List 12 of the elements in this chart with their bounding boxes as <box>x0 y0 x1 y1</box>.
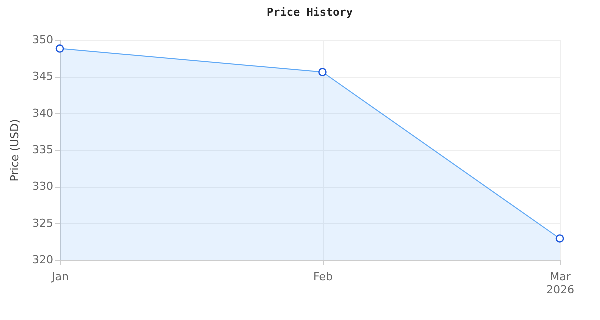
y-tick-label: 335 <box>32 144 54 156</box>
y-tick-label: 325 <box>32 216 54 230</box>
x-tick-label: Mar 2026 <box>546 270 574 296</box>
y-tick-label: 345 <box>32 70 54 84</box>
chart-title: Price History <box>266 6 354 19</box>
y-axis-title: Price (USD) <box>8 119 22 182</box>
x-tick-label: Jan <box>51 270 69 284</box>
y-tick-label: 350 <box>32 34 54 46</box>
y-tick-label: 320 <box>32 254 54 266</box>
x-tick-label: Feb <box>313 270 333 284</box>
y-tick-label: 340 <box>32 106 54 120</box>
y-tick-label: 330 <box>32 180 54 194</box>
